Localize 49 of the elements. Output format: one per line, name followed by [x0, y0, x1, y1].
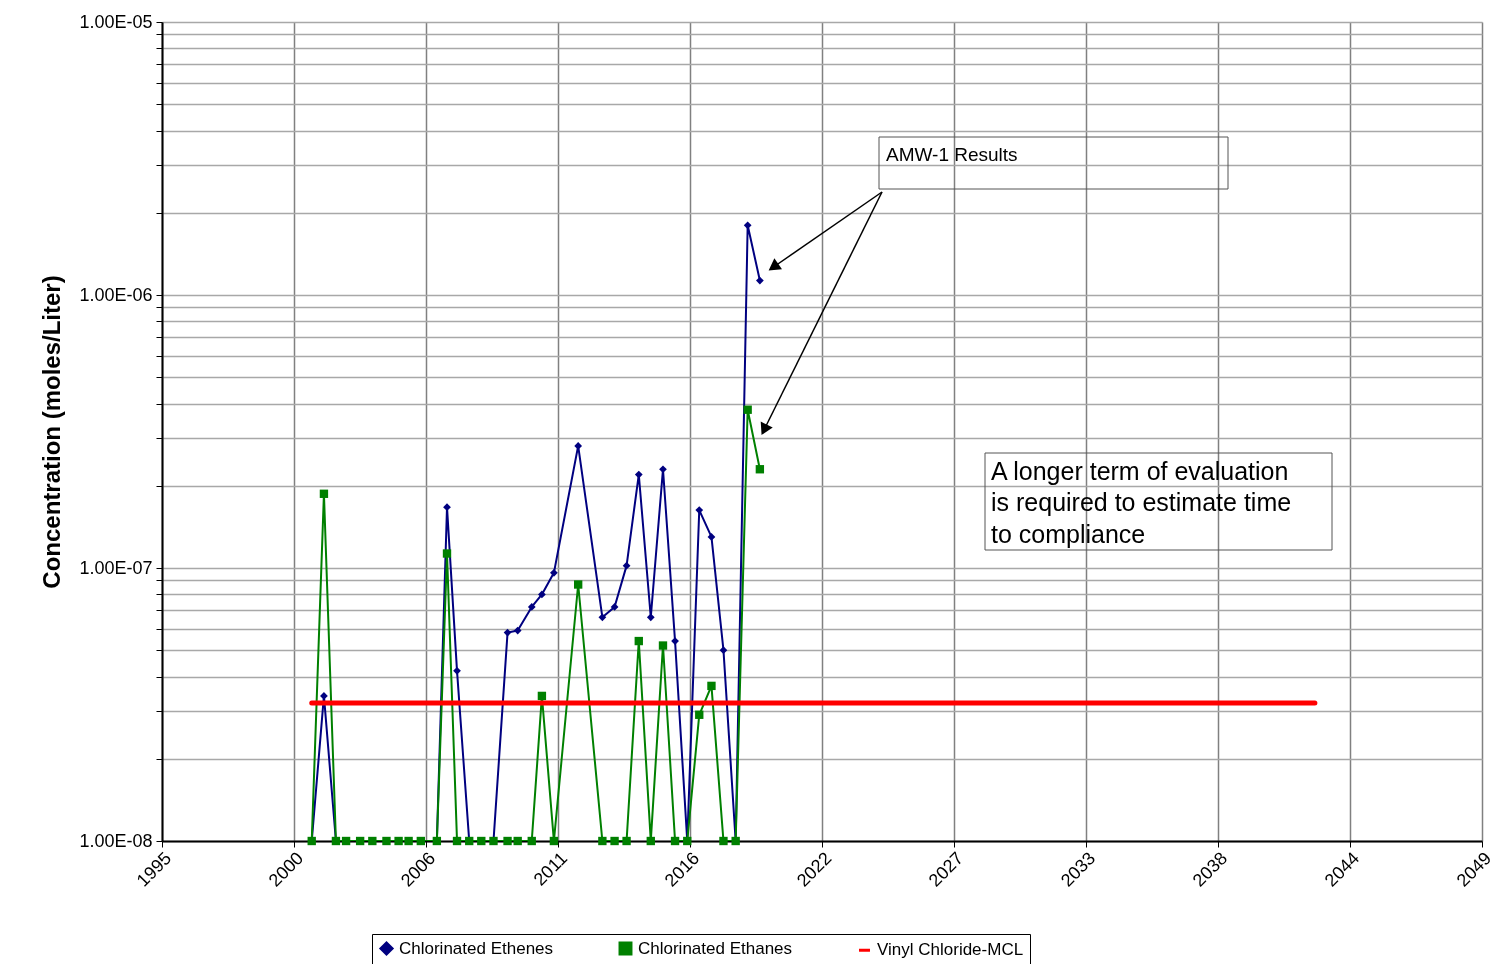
annotation: A longer term of evaluation is required to estimate time to compliance [991, 457, 1292, 548]
point [598, 613, 607, 622]
point [549, 836, 559, 846]
point [658, 641, 668, 650]
point [743, 405, 752, 414]
point [634, 470, 643, 479]
point [610, 836, 619, 846]
point [695, 506, 704, 514]
point [527, 603, 536, 611]
legend-label: Chlorinated Ethenes [399, 938, 554, 958]
point [537, 691, 547, 701]
point [513, 626, 522, 635]
point [320, 692, 328, 700]
point [513, 836, 522, 846]
point [743, 221, 752, 230]
y-tick-label: 1.00E-05 [79, 11, 153, 32]
point [503, 836, 512, 846]
point [574, 442, 583, 450]
point [634, 636, 643, 646]
point [646, 836, 655, 846]
point [719, 836, 728, 846]
point [503, 628, 512, 637]
point [550, 568, 558, 577]
point [755, 276, 764, 285]
point [442, 549, 452, 558]
point [622, 836, 631, 846]
point [646, 613, 655, 622]
point [527, 836, 536, 846]
point [670, 836, 680, 846]
point [319, 489, 329, 498]
point [695, 710, 704, 719]
legend-label: Chlorinated Ethanes [638, 938, 793, 958]
y-axis-title: Concentration (moles/Liter) [38, 275, 66, 589]
point [622, 561, 631, 570]
point [538, 590, 546, 599]
annotation: AMW-1 Results [886, 144, 1018, 165]
point [453, 666, 461, 675]
y-tick-label: 1.00E-07 [79, 557, 153, 578]
point [707, 681, 716, 691]
point [573, 580, 583, 589]
point [755, 465, 765, 474]
point [598, 836, 607, 846]
point [719, 646, 728, 655]
point [452, 836, 462, 846]
y-tick-label: 1.00E-08 [79, 830, 153, 851]
y-tick-label: 1.00E-06 [79, 284, 153, 305]
point [707, 533, 716, 541]
point [610, 603, 619, 611]
legend-label: Vinyl Chloride-MCL [877, 940, 1024, 960]
